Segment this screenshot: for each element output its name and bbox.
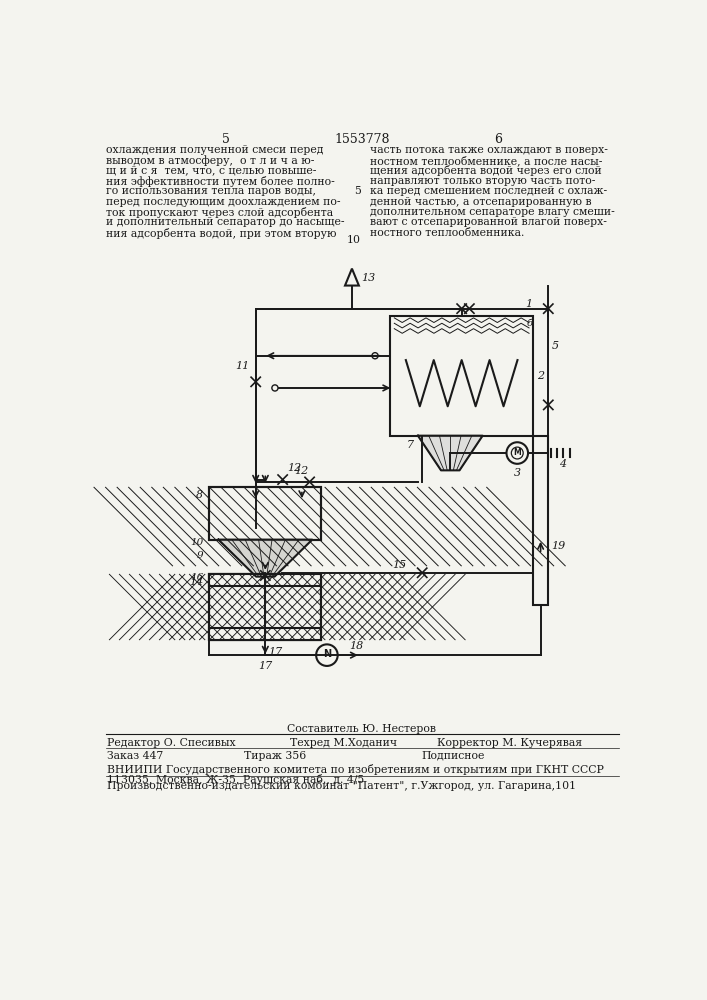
Text: го использования тепла паров воды,: го использования тепла паров воды, xyxy=(105,186,315,196)
Text: 7: 7 xyxy=(407,440,414,450)
Text: дополнительном сепараторе влагу смеши-: дополнительном сепараторе влагу смеши- xyxy=(370,207,614,217)
Text: щения адсорбента водой через его слой: щения адсорбента водой через его слой xyxy=(370,165,602,176)
Text: ток пропускают через слой адсорбента: ток пропускают через слой адсорбента xyxy=(105,207,333,218)
Text: 16: 16 xyxy=(190,573,204,582)
Polygon shape xyxy=(418,436,483,470)
Text: выводом в атмосферу,  о т л и ч а ю-: выводом в атмосферу, о т л и ч а ю- xyxy=(105,155,314,166)
Text: ния адсорбента водой, при этом вторую: ния адсорбента водой, при этом вторую xyxy=(105,228,336,239)
Text: 19: 19 xyxy=(551,541,566,551)
Text: ностного теплообменника.: ностного теплообменника. xyxy=(370,228,524,238)
Text: 18: 18 xyxy=(349,641,363,651)
Text: ния эффективности путем более полно-: ния эффективности путем более полно- xyxy=(105,176,334,187)
Bar xyxy=(209,628,321,640)
Bar xyxy=(209,574,321,586)
Text: охлаждения полученной смеси перед: охлаждения полученной смеси перед xyxy=(105,145,323,155)
Text: 17: 17 xyxy=(258,661,272,671)
Text: Составитель Ю. Нестеров: Составитель Ю. Нестеров xyxy=(288,724,436,734)
Text: Тираж 356: Тираж 356 xyxy=(244,751,306,761)
Text: ВНИИПИ Государственного комитета по изобретениям и открытиям при ГКНТ СССР: ВНИИПИ Государственного комитета по изоб… xyxy=(107,764,604,775)
Polygon shape xyxy=(218,540,312,577)
Text: 1553778: 1553778 xyxy=(334,133,390,146)
Text: 6: 6 xyxy=(494,133,502,146)
Text: 3: 3 xyxy=(514,468,521,478)
Text: 5: 5 xyxy=(551,341,559,351)
Bar xyxy=(209,574,321,640)
Text: 5: 5 xyxy=(223,133,230,146)
Text: ностном теплообменнике, а после насы-: ностном теплообменнике, а после насы- xyxy=(370,155,602,166)
Text: N: N xyxy=(323,649,331,659)
Text: 11: 11 xyxy=(235,361,250,371)
Text: 12: 12 xyxy=(294,466,308,476)
Bar xyxy=(533,436,549,605)
Text: ка перед смешением последней с охлаж-: ка перед смешением последней с охлаж- xyxy=(370,186,607,196)
Text: 10: 10 xyxy=(190,538,204,547)
Bar xyxy=(209,574,321,640)
Text: 17: 17 xyxy=(269,647,283,657)
Text: денной частью, а отсепарированную в: денной частью, а отсепарированную в xyxy=(370,197,591,207)
Text: 13: 13 xyxy=(361,273,375,283)
Text: 5: 5 xyxy=(354,186,361,196)
Text: вают с отсепарированной влагой поверх-: вают с отсепарированной влагой поверх- xyxy=(370,217,607,227)
Text: 14: 14 xyxy=(189,577,204,587)
Text: 113035, Москва, Ж-35, Раушская наб., д. 4/5: 113035, Москва, Ж-35, Раушская наб., д. … xyxy=(107,774,364,785)
Text: Подписное: Подписное xyxy=(421,751,484,761)
Text: Производственно-издательский комбинат "Патент", г.Ужгород, ул. Гагарина,101: Производственно-издательский комбинат "П… xyxy=(107,780,576,791)
Bar xyxy=(209,487,321,540)
Text: перед последующим доохлаждением по-: перед последующим доохлаждением по- xyxy=(105,197,340,207)
Bar xyxy=(209,574,321,586)
Text: Заказ 447: Заказ 447 xyxy=(107,751,163,761)
Text: 9: 9 xyxy=(197,551,204,560)
Text: Техред М.Ходанич: Техред М.Ходанич xyxy=(291,738,397,748)
Text: Редактор О. Спесивых: Редактор О. Спесивых xyxy=(107,738,235,748)
Text: 15: 15 xyxy=(392,560,407,570)
Text: б: б xyxy=(527,319,533,328)
Text: 8: 8 xyxy=(197,490,204,500)
Text: M: M xyxy=(513,448,521,457)
Text: щ и й с я  тем, что, с целью повыше-: щ и й с я тем, что, с целью повыше- xyxy=(105,165,316,175)
Bar xyxy=(390,316,533,436)
Bar xyxy=(209,487,321,540)
Bar xyxy=(209,628,321,640)
Text: Корректор М. Кучерявая: Корректор М. Кучерявая xyxy=(437,738,582,748)
Text: направляют только вторую часть пото-: направляют только вторую часть пото- xyxy=(370,176,595,186)
Text: часть потока также охлаждают в поверх-: часть потока также охлаждают в поверх- xyxy=(370,145,607,155)
Text: 4: 4 xyxy=(559,459,566,469)
Text: 10: 10 xyxy=(347,235,361,245)
Text: 12: 12 xyxy=(288,463,302,473)
Text: и дополнительный сепаратор до насыще-: и дополнительный сепаратор до насыще- xyxy=(105,217,344,227)
Text: 2: 2 xyxy=(537,371,544,381)
Text: 1: 1 xyxy=(525,299,532,309)
